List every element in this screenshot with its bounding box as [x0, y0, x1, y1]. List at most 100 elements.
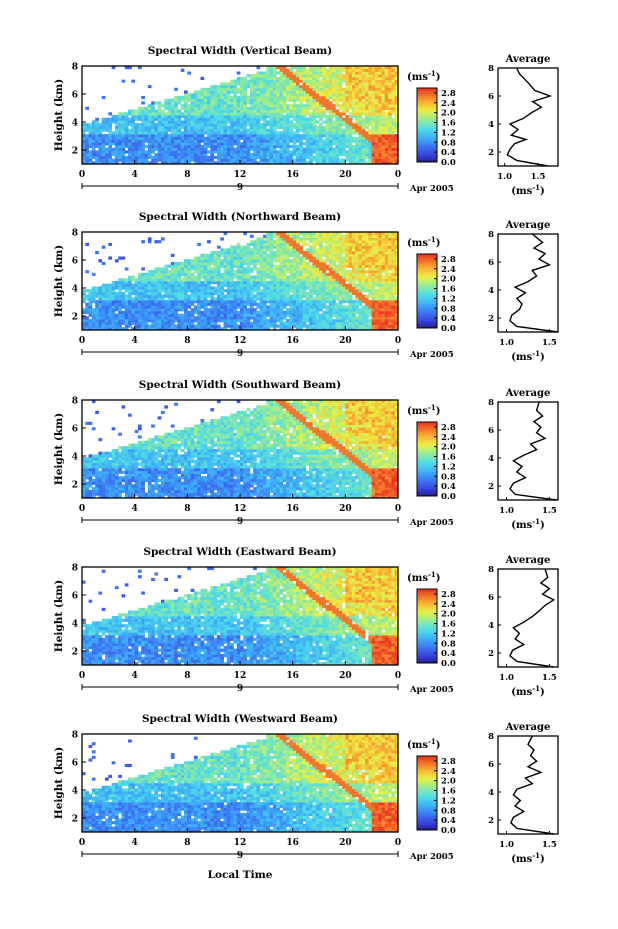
- heatmap-cell: [338, 261, 343, 266]
- heatmap-cell: [325, 275, 330, 279]
- heatmap-cell: [292, 71, 297, 75]
- heatmap-cell: [305, 153, 310, 157]
- heatmap-cell: [276, 245, 280, 249]
- heatmap-cell: [276, 79, 280, 83]
- heatmap-cell: [381, 125, 386, 130]
- heatmap-cell: [345, 275, 350, 279]
- heatmap-cell: [286, 245, 290, 249]
- heatmap-cell: [200, 90, 205, 94]
- heatmap-cell: [266, 120, 271, 124]
- heatmap-cell: [134, 302, 139, 306]
- heatmap-cell: [289, 93, 294, 97]
- heatmap-cell: [305, 253, 310, 257]
- heatmap-cell: [88, 324, 93, 328]
- heatmap-cell: [371, 109, 376, 113]
- heatmap-cell: [289, 144, 294, 149]
- heatmap-cell: [170, 128, 175, 132]
- heatmap-cell: [295, 253, 300, 257]
- heatmap-cell: [351, 85, 356, 89]
- heatmap-cell: [289, 319, 294, 323]
- heatmap-cell: [141, 286, 145, 290]
- heatmap-cell: [197, 147, 201, 151]
- heatmap-cell: [266, 297, 271, 301]
- heatmap-cell: [276, 319, 280, 323]
- heatmap-cell: [174, 272, 178, 276]
- heatmap-cell: [361, 128, 366, 132]
- heatmap-cell: [193, 281, 198, 285]
- heatmap-cell: [394, 150, 399, 154]
- heatmap-cell: [319, 147, 323, 151]
- heatmap-cell: [286, 109, 290, 113]
- heatmap-cell: [289, 82, 294, 86]
- heatmap-cell: [368, 71, 373, 75]
- heatmap-cell: [223, 109, 228, 113]
- heatmap-cell: [131, 308, 136, 312]
- x-tick-label: 0: [395, 170, 401, 180]
- heatmap-cell: [309, 259, 313, 263]
- heatmap-cell: [216, 261, 221, 266]
- heatmap-cell: [328, 305, 333, 309]
- heatmap-cell: [292, 310, 297, 315]
- heatmap-cell: [384, 131, 389, 135]
- heatmap-cell: [236, 131, 241, 135]
- heatmap-cell: [286, 115, 290, 119]
- heatmap-cell: [249, 281, 254, 285]
- heatmap-cell: [328, 272, 333, 276]
- heatmap-cell: [332, 251, 336, 255]
- heatmap-cell: [374, 90, 379, 94]
- heatmap-cell: [187, 267, 192, 271]
- heatmap-cell: [124, 278, 129, 282]
- heatmap-cell: [279, 117, 284, 121]
- heatmap-cell: [378, 68, 382, 72]
- heatmap-cell: [213, 136, 218, 140]
- heatmap-cell: [259, 98, 264, 102]
- heatmap-cell: [233, 150, 238, 154]
- heatmap-cell: [170, 291, 175, 296]
- heatmap-cell: [154, 267, 159, 271]
- heatmap-cell: [315, 128, 320, 132]
- heatmap-cell: [305, 131, 310, 135]
- heatmap-cell: [124, 66, 129, 70]
- heatmap-cell: [319, 321, 323, 325]
- heatmap-cell: [384, 101, 389, 105]
- heatmap-cell: [312, 115, 317, 119]
- heatmap-cell: [226, 109, 231, 113]
- heatmap-cell: [315, 85, 320, 89]
- heatmap-cell: [292, 267, 297, 271]
- heatmap-cell: [332, 161, 336, 165]
- heatmap-cell: [216, 90, 221, 94]
- heatmap-cell: [108, 319, 113, 323]
- heatmap-cell: [184, 117, 188, 121]
- heatmap-cell: [256, 289, 261, 293]
- heatmap-cell: [118, 321, 122, 325]
- heatmap-cell: [223, 308, 228, 312]
- heatmap-cell: [101, 123, 106, 127]
- heatmap-cell: [216, 115, 221, 119]
- heatmap-cell: [351, 87, 356, 91]
- heatmap-cell: [361, 153, 366, 157]
- heatmap-cell: [345, 117, 350, 121]
- heatmap-cell: [289, 120, 294, 124]
- heatmap-cell: [118, 297, 122, 301]
- heatmap-cell: [88, 300, 93, 304]
- heatmap-cell: [289, 242, 294, 247]
- heatmap-cell: [161, 324, 165, 328]
- heatmap-cell: [253, 321, 257, 325]
- heatmap-cell: [332, 324, 336, 328]
- heatmap-cell: [184, 153, 188, 157]
- heatmap-cell: [322, 79, 326, 83]
- heatmap-cell: [342, 142, 346, 146]
- heatmap-cell: [236, 155, 241, 159]
- heatmap-cell: [167, 327, 172, 331]
- heatmap-cell: [292, 134, 297, 138]
- heatmap-cell: [338, 253, 343, 257]
- heatmap-cell: [286, 136, 290, 140]
- heatmap-cell: [276, 275, 280, 279]
- heatmap-cell: [240, 90, 244, 94]
- heatmap-cell: [361, 150, 366, 154]
- heatmap-cell: [374, 155, 379, 159]
- heatmap-cell: [335, 90, 340, 94]
- heatmap-cell: [295, 321, 300, 325]
- heatmap-cell: [91, 300, 96, 304]
- heatmap-cell: [187, 264, 192, 268]
